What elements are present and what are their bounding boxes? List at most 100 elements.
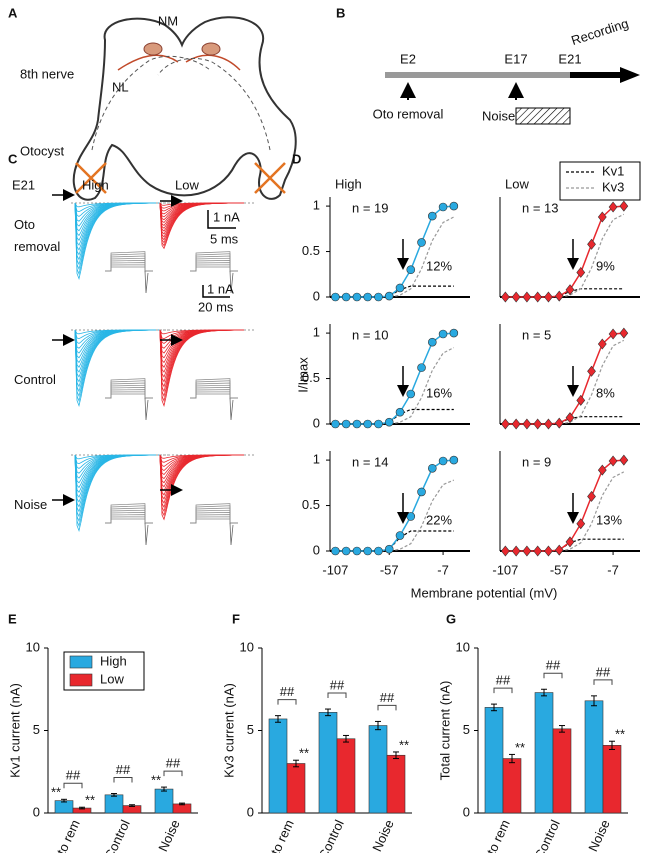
x-tick-label: -57 [380,562,399,577]
marker [501,545,510,557]
bracket [493,687,513,694]
y-tick-label: 5 [463,722,470,737]
significance: ** [85,793,95,808]
bracket-label: ## [546,658,561,673]
scale-bar [207,210,236,229]
bar [552,728,572,814]
stage-label: E17 [504,51,527,66]
y-tick-label: 1 [313,198,320,213]
bracket-label: ## [166,756,181,771]
marker [544,418,553,430]
x-tick-label: Oto rem [479,817,512,853]
panel-label: B [336,5,345,20]
y-tick-label: 1 [313,452,320,467]
marker [565,412,575,424]
marker [428,463,437,473]
marker [533,545,543,557]
event-label: Noise [482,108,515,123]
inset-spike [144,270,149,294]
trace [159,329,245,388]
marker [331,419,340,429]
marker [374,292,383,302]
bracket [377,704,397,711]
marker [522,418,532,430]
marker [511,545,521,557]
inset-trace [105,393,153,399]
marker [597,464,607,476]
y-tick-label: 0 [33,804,40,819]
bracket [113,777,133,783]
inset-trace [190,393,238,399]
inset-trace [105,387,153,399]
trace [159,329,244,407]
bar [386,754,406,814]
inset-spike [144,522,149,546]
region-label: Otocyst [20,143,64,158]
inset-trace [105,516,153,524]
legend-swatch [69,655,93,669]
trace [159,454,245,513]
column-title: Low [175,177,199,192]
marker [597,211,607,223]
legend-label: Kv3 [602,179,624,194]
significance: ** [515,740,525,755]
x-tick-label: -107 [322,562,348,577]
marker [587,365,596,377]
inset-trace [190,516,238,524]
curve [505,213,625,298]
marker [417,487,426,497]
x-tick-label: -57 [550,562,569,577]
trace [74,202,159,256]
trace [74,329,159,407]
marker [619,454,629,466]
trace [74,454,159,479]
y-tick-label: 0 [463,804,470,819]
bracket [327,692,347,699]
brainstem-diagram [72,16,297,201]
percent-label: 8% [596,385,615,400]
marker [406,265,416,275]
recording-label: Recording [569,16,630,49]
row-label: Oto removal [14,217,61,254]
bar [268,718,288,814]
marker [331,546,340,556]
marker [384,291,394,301]
bar [54,800,74,814]
marker [428,337,437,347]
curve [335,216,455,298]
x-tick-label: Control [532,817,563,853]
marker [384,544,394,554]
trace [74,454,160,513]
region-label: NL [112,79,129,94]
y-tick-label: 0 [313,288,320,303]
inset-trace [190,391,238,399]
bracket-label: ## [280,684,295,699]
inset-trace [190,518,238,524]
inset-spike [144,397,149,421]
marker [384,417,394,427]
row-label: Noise [14,497,48,512]
trace [159,329,244,354]
panel-label: E [8,611,17,626]
n-label: n = 5 [522,327,551,342]
bracket [277,699,297,705]
scale-label: 1 nA [207,281,234,296]
trace [74,454,159,532]
marker [438,202,448,212]
bar [172,803,192,814]
marker [395,283,405,293]
column-title: High [82,177,109,192]
region-label: NM [158,13,178,28]
marker [428,211,437,221]
curve [335,332,454,425]
bar [318,712,338,814]
age-label: E21 [12,177,35,192]
trace [159,454,245,517]
x-tick-label: Noise [369,817,397,853]
marker [608,201,618,213]
curve [505,471,625,552]
x-tick-label: Oto rem [49,817,82,853]
bracket-label: ## [330,677,345,692]
bar [484,707,504,814]
curve [335,205,454,298]
